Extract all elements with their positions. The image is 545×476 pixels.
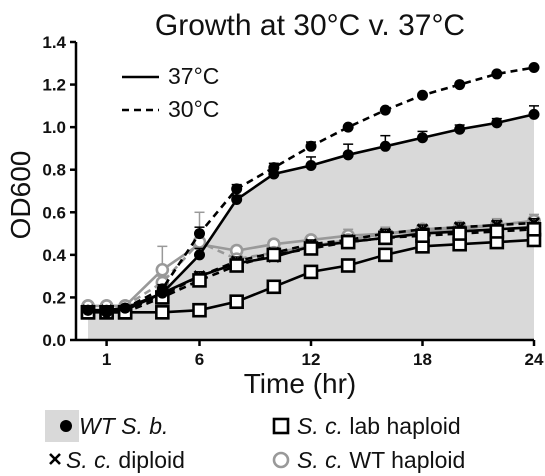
legend-item: WT S. b. [45, 410, 168, 442]
data-point [305, 140, 317, 152]
data-point [192, 273, 207, 288]
data-point [528, 62, 540, 74]
data-point [303, 241, 319, 256]
y-tick-label: 1.0 [42, 118, 66, 137]
legend-label: S. c. WT haploid [297, 447, 465, 473]
line-legend-label: 30°C [168, 96, 219, 122]
y-tick-label: 0.6 [42, 203, 66, 222]
series-line [87, 66, 535, 314]
data-point [528, 108, 540, 120]
x-tick-label: 12 [302, 350, 321, 369]
data-point [526, 222, 542, 237]
legend-label: S. c. lab haploid [297, 413, 461, 439]
data-point [82, 304, 94, 316]
y-tick-label: 0.8 [42, 161, 66, 180]
data-point [194, 228, 205, 240]
line-legend: 37°C 30°C [122, 63, 219, 122]
data-point [415, 228, 430, 243]
data-point [231, 194, 243, 206]
series-line [88, 113, 535, 312]
data-point [379, 140, 391, 152]
data-point [303, 264, 319, 280]
data-point [378, 247, 393, 263]
data-point [231, 183, 243, 195]
plot-area [80, 62, 542, 340]
data-point [491, 117, 503, 129]
legend-item: S. c. diploid [49, 447, 185, 473]
y-tick-label: 1.4 [42, 33, 66, 52]
legend-item: S. c. lab haploid [272, 413, 461, 439]
marker-legend: WT S. b. S. c. lab haploid S. c. diploid S.… [45, 410, 465, 473]
x-tick-label: 18 [413, 350, 432, 369]
line-legend-label: 37°C [168, 63, 219, 89]
y-tick-label: 0.2 [42, 288, 66, 307]
data-point [342, 149, 354, 161]
data-point [266, 247, 282, 263]
open-circle-icon [272, 451, 290, 469]
data-point [491, 68, 503, 80]
data-point [340, 258, 356, 273]
data-point [489, 224, 505, 239]
x-axis-title: Time (hr) [244, 368, 357, 399]
data-point [379, 104, 391, 116]
legend-item: S. c. WT haploid [272, 447, 465, 473]
open-square-icon [272, 417, 290, 435]
data-point [417, 132, 428, 144]
data-point [155, 262, 170, 277]
data-point [417, 89, 428, 101]
cross-icon [49, 453, 61, 465]
data-point [342, 121, 354, 133]
series-wt-s-b-30c [82, 62, 540, 318]
legend-label: WT S. b. [79, 413, 168, 439]
x-tick-label: 1 [102, 350, 111, 369]
y-tick-label: 1.2 [42, 76, 66, 95]
data-point [194, 249, 205, 261]
data-point [305, 159, 317, 171]
data-point [268, 162, 280, 174]
data-point [119, 302, 131, 314]
data-point [192, 302, 207, 318]
data-point [155, 305, 170, 320]
filled-circle-icon [60, 420, 72, 432]
data-point [340, 234, 356, 250]
legend-label: S. c. diploid [66, 447, 185, 473]
data-point [452, 226, 467, 241]
y-tick-label: 0.0 [42, 331, 66, 350]
y-tick-label: 0.4 [42, 246, 66, 265]
data-point [229, 258, 244, 273]
data-point [156, 283, 168, 295]
chart-title: Growth at 30°C v. 37°C [155, 9, 465, 42]
data-point [454, 123, 466, 135]
x-tick-label: 24 [525, 350, 544, 369]
data-point [454, 79, 466, 91]
data-point [378, 230, 393, 246]
data-point [229, 294, 244, 309]
data-point [266, 279, 282, 295]
x-tick-label: 6 [195, 350, 204, 369]
y-axis-title: OD600 [5, 151, 36, 240]
data-point [101, 306, 113, 318]
axes: 0.0 0.2 0.4 0.6 0.8 1.0 1.2 1.4 1 6 12 18 24 [42, 33, 544, 369]
